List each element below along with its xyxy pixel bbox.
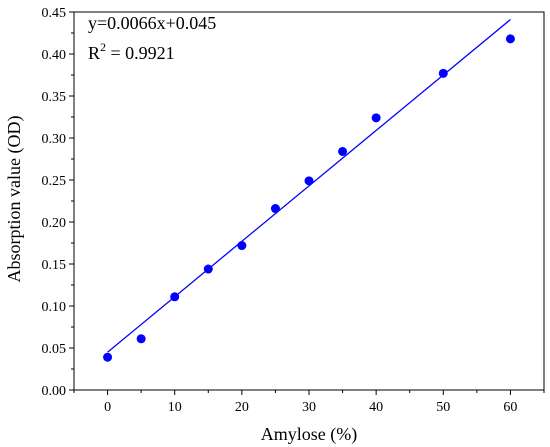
x-tick-label: 50 <box>436 400 450 415</box>
data-point <box>304 176 314 186</box>
data-point <box>170 292 180 302</box>
data-point <box>438 68 448 78</box>
axes-layer: 0 10 20 30 40 50 60 0.00 0.05 0.10 0.15 0.20 0.25 0.3… <box>42 6 545 415</box>
equation-label: y=0.0066x+0.045 <box>88 13 216 33</box>
x-axis-title: Amylose (%) <box>261 424 357 445</box>
data-point <box>237 241 247 251</box>
annotation-layer: y=0.0066x+0.045 R2 = 0.9921 <box>88 13 216 63</box>
y-tick-label: 0.10 <box>42 300 67 315</box>
y-tick-label: 0.15 <box>42 258 67 273</box>
x-tick-label: 0 <box>104 400 111 415</box>
r-squared-superscript: 2 <box>100 40 106 54</box>
data-point <box>505 34 515 44</box>
r-squared-value: = 0.9921 <box>106 43 175 63</box>
y-tick-label: 0.30 <box>42 132 67 147</box>
r-squared-label: R2 = 0.9921 <box>88 40 175 63</box>
plot-frame <box>73 11 545 391</box>
x-tick-label: 10 <box>168 400 182 415</box>
x-tick-label: 60 <box>503 400 517 415</box>
data-point <box>203 264 213 274</box>
y-tick-label: 0.05 <box>42 342 67 357</box>
points-layer <box>103 34 515 362</box>
x-tick-label: 30 <box>302 400 316 415</box>
data-point <box>136 334 146 344</box>
y-tick-label: 0.35 <box>42 90 67 105</box>
y-tick-label: 0.25 <box>42 174 67 189</box>
x-tick-label: 20 <box>235 400 249 415</box>
y-tick-label: 0.20 <box>42 216 67 231</box>
data-point <box>103 352 113 362</box>
y-tick-label: 0.45 <box>42 6 67 21</box>
y-axis-title: Absorption value (OD) <box>4 116 25 283</box>
y-tick-label: 0.00 <box>42 384 67 399</box>
data-point <box>338 146 348 156</box>
regression-line <box>107 19 511 353</box>
data-point <box>371 113 381 123</box>
y-tick-label: 0.40 <box>42 48 67 63</box>
data-point <box>270 204 280 214</box>
fit-layer <box>107 19 511 353</box>
x-tick-label: 40 <box>369 400 383 415</box>
r-squared-letter: R <box>88 43 100 63</box>
